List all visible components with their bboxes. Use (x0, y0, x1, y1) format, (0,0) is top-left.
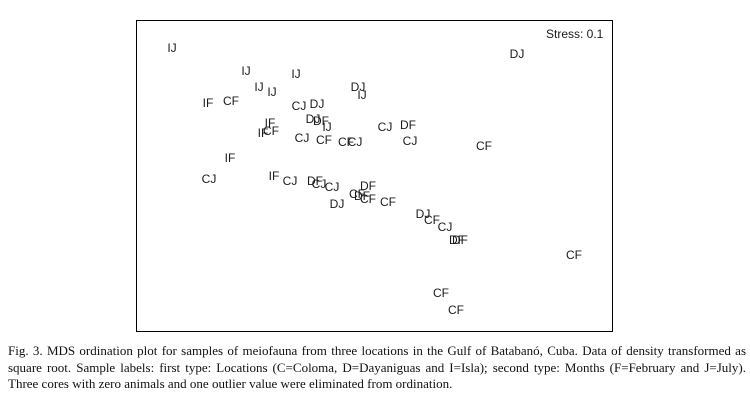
sample-point-dj: DJ (306, 112, 321, 126)
sample-point-ij: IJ (322, 120, 331, 134)
sample-point-cf: CF (380, 195, 396, 209)
sample-point-cj: CJ (438, 220, 453, 234)
sample-point-dj: DJ (330, 197, 345, 211)
figure-caption: Fig. 3. MDS ordination plot for samples … (8, 343, 746, 391)
sample-point-cf: CF (566, 248, 582, 262)
sample-point-df: DF (354, 189, 370, 203)
sample-point-dj: DJ (416, 207, 431, 221)
sample-point-cf: CF (223, 94, 239, 108)
sample-point-cf: CF (476, 139, 492, 153)
sample-point-df: DF (313, 114, 329, 128)
sample-point-if: IF (265, 116, 276, 130)
sample-point-cj: CJ (312, 177, 327, 191)
sample-point-cf: CF (263, 124, 279, 138)
sample-point-ij: IJ (267, 85, 276, 99)
sample-point-if: IF (225, 151, 236, 165)
sample-point-df: DF (360, 179, 376, 193)
sample-point-cf: CF (433, 286, 449, 300)
sample-point-cj: CJ (202, 172, 217, 186)
sample-point-if: IF (269, 169, 280, 183)
sample-point-if: IF (258, 126, 269, 140)
sample-point-cj: CJ (403, 134, 418, 148)
sample-point-dj: DJ (351, 80, 366, 94)
sample-point-cf: CF (349, 187, 365, 201)
sample-point-ij: IJ (254, 80, 263, 94)
sample-point-cj: CJ (378, 120, 393, 134)
sample-point-df: DF (449, 233, 465, 247)
sample-point-cf: CF (360, 192, 376, 206)
sample-point-df: DF (400, 118, 416, 132)
sample-point-cj: CJ (295, 131, 310, 145)
sample-point-cf: CF (424, 213, 440, 227)
sample-point-cf: CF (448, 303, 464, 317)
sample-point-ij: IJ (291, 67, 300, 81)
sample-point-cj: CJ (325, 180, 340, 194)
sample-point-cj: CJ (283, 174, 298, 188)
sample-point-ij: IJ (241, 64, 250, 78)
sample-point-ij: IJ (357, 88, 366, 102)
sample-point-cf: CF (316, 133, 332, 147)
sample-point-df: DF (452, 233, 468, 247)
sample-point-if: IF (203, 96, 214, 110)
sample-point-cf: CF (338, 135, 354, 149)
sample-point-dj: DJ (310, 97, 325, 111)
sample-point-cj: CJ (348, 135, 363, 149)
sample-point-df: DF (307, 174, 323, 188)
sample-point-cj: CJ (292, 99, 307, 113)
stress-annotation: Stress: 0.1 (546, 27, 604, 41)
sample-point-dj: DJ (510, 47, 525, 61)
sample-point-ij: IJ (167, 41, 176, 55)
plot-frame (136, 20, 613, 332)
